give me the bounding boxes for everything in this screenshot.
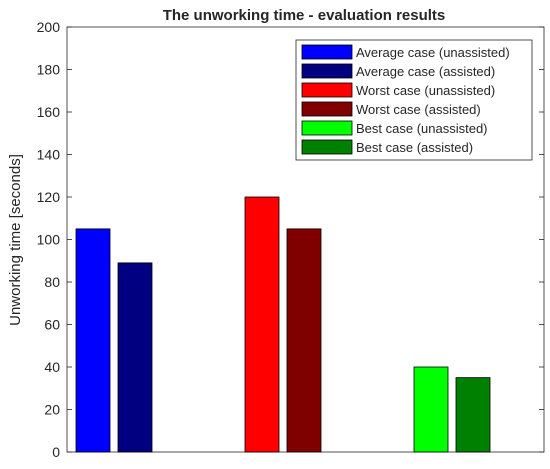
- y-tick-label: 140: [37, 147, 61, 163]
- legend-swatch: [301, 44, 353, 60]
- legend-label: Average case (unassisted): [356, 45, 510, 60]
- legend-label: Best case (assisted): [356, 140, 473, 155]
- bar-worst-case-assisted: [286, 228, 322, 453]
- y-ticks: 0 20 40 60 80 100 120 140 160 180 200: [37, 19, 544, 460]
- y-tick-label: 80: [44, 274, 60, 290]
- legend-label: Worst case (unassisted): [356, 83, 495, 98]
- bar-average-case-unassisted: [75, 228, 111, 453]
- y-axis-label: Unworking time [seconds]: [7, 154, 24, 326]
- bar-worst-case-unassisted: [244, 196, 280, 453]
- y-tick-label: 100: [37, 232, 61, 248]
- y-tick-label: 180: [37, 62, 61, 78]
- bar-best-case-unassisted: [413, 366, 449, 453]
- bar-average-case-assisted: [117, 262, 153, 453]
- legend-label: Worst case (assisted): [356, 102, 481, 117]
- y-tick-label: 120: [37, 189, 61, 205]
- y-tick-label: 20: [44, 402, 60, 418]
- y-tick-label: 40: [44, 359, 60, 375]
- legend-swatch: [301, 101, 353, 117]
- y-tick-label: 160: [37, 104, 61, 120]
- legend: Average case (unassisted) Average case (a…: [295, 39, 533, 161]
- y-tick-label: 0: [52, 444, 60, 460]
- legend-label: Average case (assisted): [356, 64, 495, 79]
- y-tick-label: 200: [37, 19, 61, 35]
- bars: [75, 196, 491, 453]
- y-tick-label: 60: [44, 317, 60, 333]
- legend-swatch: [301, 63, 353, 79]
- legend-label: Best case (unassisted): [356, 121, 488, 136]
- legend-swatch: [301, 120, 353, 136]
- bar-best-case-assisted: [455, 377, 491, 453]
- legend-swatch: [301, 139, 353, 155]
- legend-swatch: [301, 82, 353, 98]
- chart-title: The unworking time - evaluation results: [163, 7, 446, 24]
